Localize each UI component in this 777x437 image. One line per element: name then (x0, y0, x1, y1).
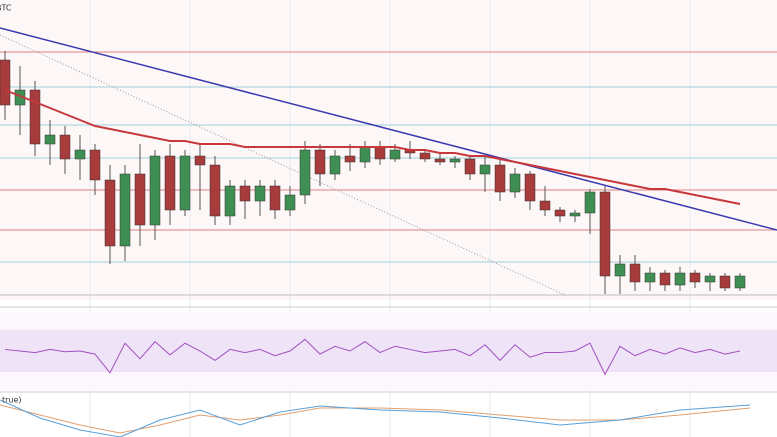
candle-body (314, 149, 326, 175)
candle-body (239, 185, 251, 202)
candle-body (254, 185, 266, 202)
candle-body (299, 149, 311, 196)
candle-body (344, 155, 356, 163)
candle-body (659, 272, 671, 286)
candle-body (59, 134, 71, 160)
candle-body (194, 155, 206, 166)
candle-body (389, 149, 401, 160)
indicator-label: true) (2, 396, 22, 405)
candle-body (539, 200, 551, 211)
candle-body (674, 272, 686, 286)
candle-body (689, 272, 701, 283)
candle-body (209, 164, 221, 217)
candle-body (584, 191, 596, 214)
rsi-line (4, 338, 741, 376)
candle-body (599, 191, 611, 277)
moving-average (4, 89, 741, 205)
rsi-band (0, 330, 777, 372)
candle-body (74, 149, 86, 160)
candle-body (0, 59, 11, 106)
candle-body (569, 212, 581, 217)
candle-body (179, 155, 191, 211)
candle-body (419, 152, 431, 160)
candle-body (269, 185, 281, 211)
candle-body (644, 272, 656, 283)
trend-line (0, 27, 777, 231)
candle-body (149, 155, 161, 226)
candle-body (29, 89, 41, 145)
candle-body (464, 158, 476, 175)
candle-body (89, 149, 101, 181)
candle-body (434, 158, 446, 163)
candle-body (494, 164, 506, 193)
candle-body (359, 146, 371, 163)
candle-body (44, 134, 56, 145)
candle-body (479, 164, 491, 175)
candle-body (449, 158, 461, 163)
candles (0, 51, 746, 294)
candle-body (509, 173, 521, 193)
candle-body (524, 173, 536, 202)
price-panel (0, 0, 777, 300)
candle-body (734, 275, 746, 289)
title: BTC (0, 4, 12, 13)
candle-body (134, 173, 146, 226)
candle-body (119, 173, 131, 247)
macd-panel (0, 399, 751, 437)
candle-body (704, 275, 716, 283)
candle-body (719, 275, 731, 289)
candle-body (554, 209, 566, 217)
candle-body (629, 263, 641, 283)
candle-body (224, 185, 236, 217)
candle-body (284, 194, 296, 211)
candle-body (104, 179, 116, 247)
candle-body (329, 155, 341, 175)
candle-body (164, 155, 176, 211)
candle-body (614, 263, 626, 277)
candle-body (374, 146, 386, 160)
